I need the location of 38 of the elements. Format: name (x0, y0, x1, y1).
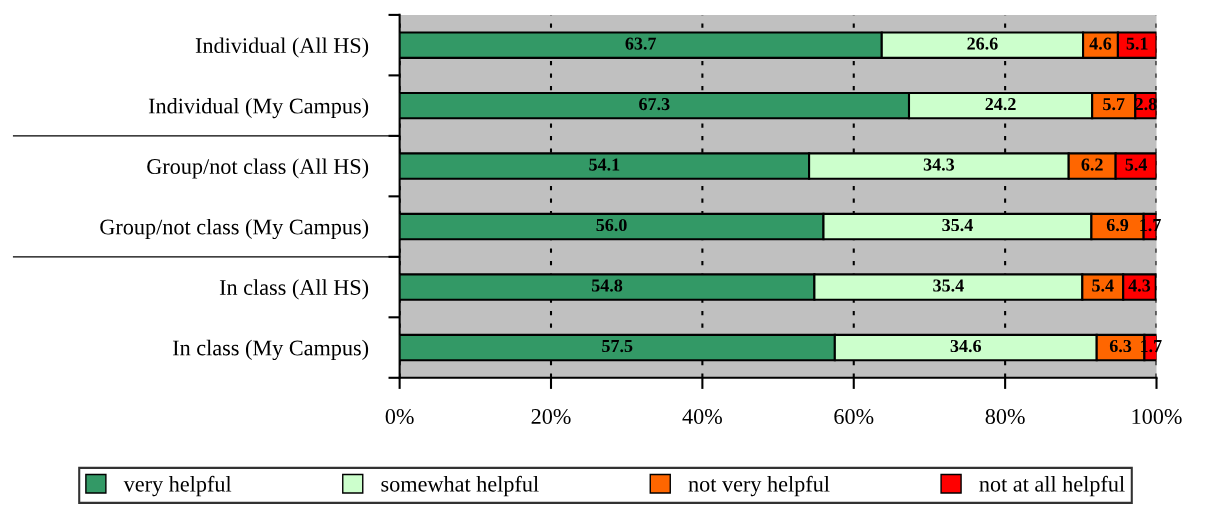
data-label: 5.4 (1092, 279, 1114, 292)
data-label: 34.6 (950, 339, 982, 353)
data-label: 5.1 (1126, 37, 1148, 50)
data-label: 63.7 (625, 37, 657, 50)
data-label: 5.7 (1103, 98, 1125, 111)
legend-label: somewhat helpful (381, 475, 539, 497)
data-label: 54.1 (589, 158, 620, 171)
data-label: 24.2 (985, 98, 1016, 111)
y-tick-label: In class (My Campus) (172, 339, 369, 361)
data-label: 4.3 (1128, 279, 1151, 292)
data-label: 34.3 (923, 158, 955, 171)
x-tick-label: 80% (985, 408, 1025, 425)
data-label: 54.8 (591, 279, 623, 292)
y-tick-label: In class (All HS) (219, 279, 369, 300)
x-tick-label: 40% (682, 408, 722, 425)
data-label: 4.6 (1089, 37, 1112, 50)
y-tick-label: Group/not class (My Campus) (100, 218, 369, 240)
y-tick-label: Individual (All HS) (195, 37, 369, 58)
data-label: 6.3 (1109, 339, 1132, 353)
legend-label: very helpful (123, 475, 232, 497)
legend-label: not at all helpful (979, 475, 1125, 497)
x-tick-label: 0% (385, 408, 414, 425)
data-label: 67.3 (639, 98, 670, 111)
data-label: 56.0 (596, 218, 627, 232)
y-tick-label: Group/not class (All HS) (147, 158, 369, 179)
data-label: 6.2 (1081, 158, 1103, 171)
x-tick-label: 20% (531, 408, 571, 425)
data-label: 5.4 (1125, 158, 1148, 171)
legend-label: not very helpful (688, 475, 830, 497)
data-label: 35.4 (942, 218, 973, 232)
data-label: 6.9 (1106, 218, 1129, 232)
data-label: 57.5 (602, 340, 633, 353)
data-label: 2.8 (1135, 97, 1157, 111)
x-tick-label: 60% (834, 408, 874, 425)
data-label: 26.6 (967, 37, 998, 50)
y-tick-label: Individual (My Campus) (148, 97, 369, 119)
x-tick-label: 100% (1132, 408, 1182, 425)
data-label: 35.4 (933, 279, 964, 292)
